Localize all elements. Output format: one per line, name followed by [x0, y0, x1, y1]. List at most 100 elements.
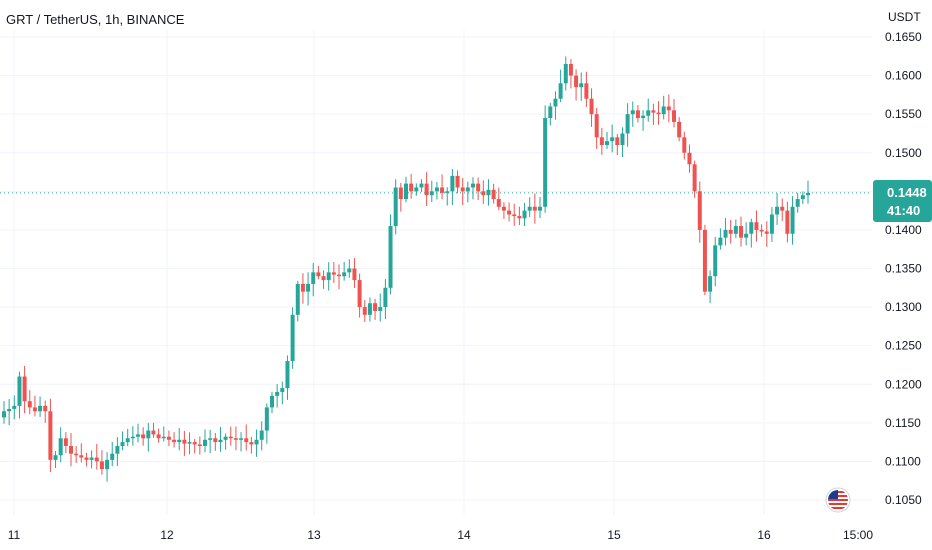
- candle[interactable]: [208, 429, 213, 454]
- candle[interactable]: [543, 105, 548, 213]
- candle[interactable]: [393, 179, 398, 235]
- candle[interactable]: [79, 443, 84, 463]
- candle[interactable]: [12, 395, 17, 420]
- candle[interactable]: [306, 272, 311, 306]
- candle[interactable]: [280, 381, 285, 405]
- candle[interactable]: [697, 181, 702, 243]
- candle[interactable]: [233, 426, 238, 451]
- candle[interactable]: [69, 432, 73, 467]
- candle[interactable]: [538, 197, 542, 219]
- candle[interactable]: [94, 443, 99, 470]
- candle[interactable]: [558, 69, 563, 103]
- candle[interactable]: [806, 180, 810, 204]
- candle[interactable]: [270, 391, 274, 414]
- candle[interactable]: [744, 222, 749, 246]
- candle[interactable]: [723, 218, 728, 246]
- candle[interactable]: [548, 102, 553, 126]
- candle[interactable]: [780, 198, 785, 222]
- candle[interactable]: [357, 273, 362, 318]
- candle[interactable]: [177, 428, 182, 451]
- candle[interactable]: [625, 103, 630, 147]
- candle[interactable]: [568, 59, 573, 89]
- candle[interactable]: [172, 432, 177, 448]
- candle[interactable]: [460, 178, 465, 205]
- candle[interactable]: [130, 426, 135, 446]
- candle[interactable]: [527, 197, 532, 218]
- candle[interactable]: [404, 176, 408, 203]
- candle[interactable]: [708, 270, 713, 304]
- candle[interactable]: [275, 383, 280, 408]
- candle[interactable]: [89, 450, 94, 469]
- candle[interactable]: [656, 101, 661, 125]
- candle[interactable]: [769, 207, 774, 242]
- candle[interactable]: [692, 160, 697, 198]
- candle[interactable]: [125, 428, 130, 447]
- candle[interactable]: [398, 182, 403, 212]
- candle[interactable]: [599, 127, 604, 155]
- candle[interactable]: [383, 279, 388, 320]
- candle[interactable]: [388, 214, 393, 295]
- candle[interactable]: [517, 206, 522, 226]
- candle[interactable]: [223, 433, 228, 450]
- candle[interactable]: [522, 202, 527, 227]
- candle[interactable]: [605, 132, 609, 150]
- candle[interactable]: [687, 144, 692, 173]
- candle[interactable]: [182, 430, 187, 456]
- candle[interactable]: [790, 196, 795, 245]
- candle[interactable]: [496, 187, 501, 211]
- candle[interactable]: [120, 431, 125, 451]
- candle[interactable]: [532, 193, 537, 224]
- candle[interactable]: [424, 172, 429, 206]
- candle[interactable]: [43, 400, 48, 423]
- candle[interactable]: [661, 95, 666, 120]
- candle[interactable]: [414, 183, 419, 196]
- candle[interactable]: [677, 117, 682, 142]
- candle[interactable]: [378, 293, 383, 322]
- candle[interactable]: [63, 432, 68, 454]
- candle[interactable]: [311, 262, 316, 297]
- candle[interactable]: [795, 192, 800, 213]
- candle[interactable]: [512, 203, 517, 226]
- candle[interactable]: [290, 307, 295, 369]
- candles[interactable]: [2, 56, 810, 482]
- candle[interactable]: [718, 228, 723, 250]
- candle[interactable]: [218, 426, 223, 452]
- candle[interactable]: [300, 273, 305, 304]
- candle[interactable]: [99, 450, 104, 475]
- candle[interactable]: [316, 265, 321, 280]
- candle[interactable]: [203, 429, 207, 453]
- candle[interactable]: [620, 127, 625, 158]
- candle[interactable]: [409, 173, 414, 199]
- candle[interactable]: [672, 98, 676, 128]
- candle[interactable]: [507, 202, 512, 222]
- candle[interactable]: [713, 236, 718, 287]
- candle[interactable]: [775, 193, 780, 225]
- candle[interactable]: [326, 262, 331, 291]
- candle[interactable]: [213, 433, 218, 451]
- candle[interactable]: [419, 179, 424, 192]
- candle[interactable]: [641, 110, 646, 131]
- candle[interactable]: [156, 428, 161, 443]
- candle[interactable]: [244, 424, 249, 451]
- candle[interactable]: [84, 452, 89, 467]
- candle[interactable]: [434, 182, 439, 200]
- candle[interactable]: [22, 365, 27, 414]
- candle[interactable]: [445, 187, 450, 206]
- candle[interactable]: [74, 446, 79, 463]
- candle[interactable]: [342, 261, 347, 281]
- candle[interactable]: [651, 103, 656, 125]
- candle[interactable]: [764, 221, 769, 247]
- candle[interactable]: [239, 432, 244, 452]
- candle[interactable]: [48, 398, 53, 473]
- candle[interactable]: [682, 131, 687, 160]
- candle[interactable]: [141, 427, 146, 446]
- candle[interactable]: [17, 371, 22, 419]
- candle[interactable]: [630, 101, 635, 127]
- candle[interactable]: [610, 124, 615, 153]
- candle[interactable]: [285, 355, 290, 400]
- candle[interactable]: [367, 297, 372, 322]
- candle[interactable]: [465, 181, 470, 203]
- candle[interactable]: [481, 180, 486, 204]
- candle[interactable]: [352, 258, 357, 288]
